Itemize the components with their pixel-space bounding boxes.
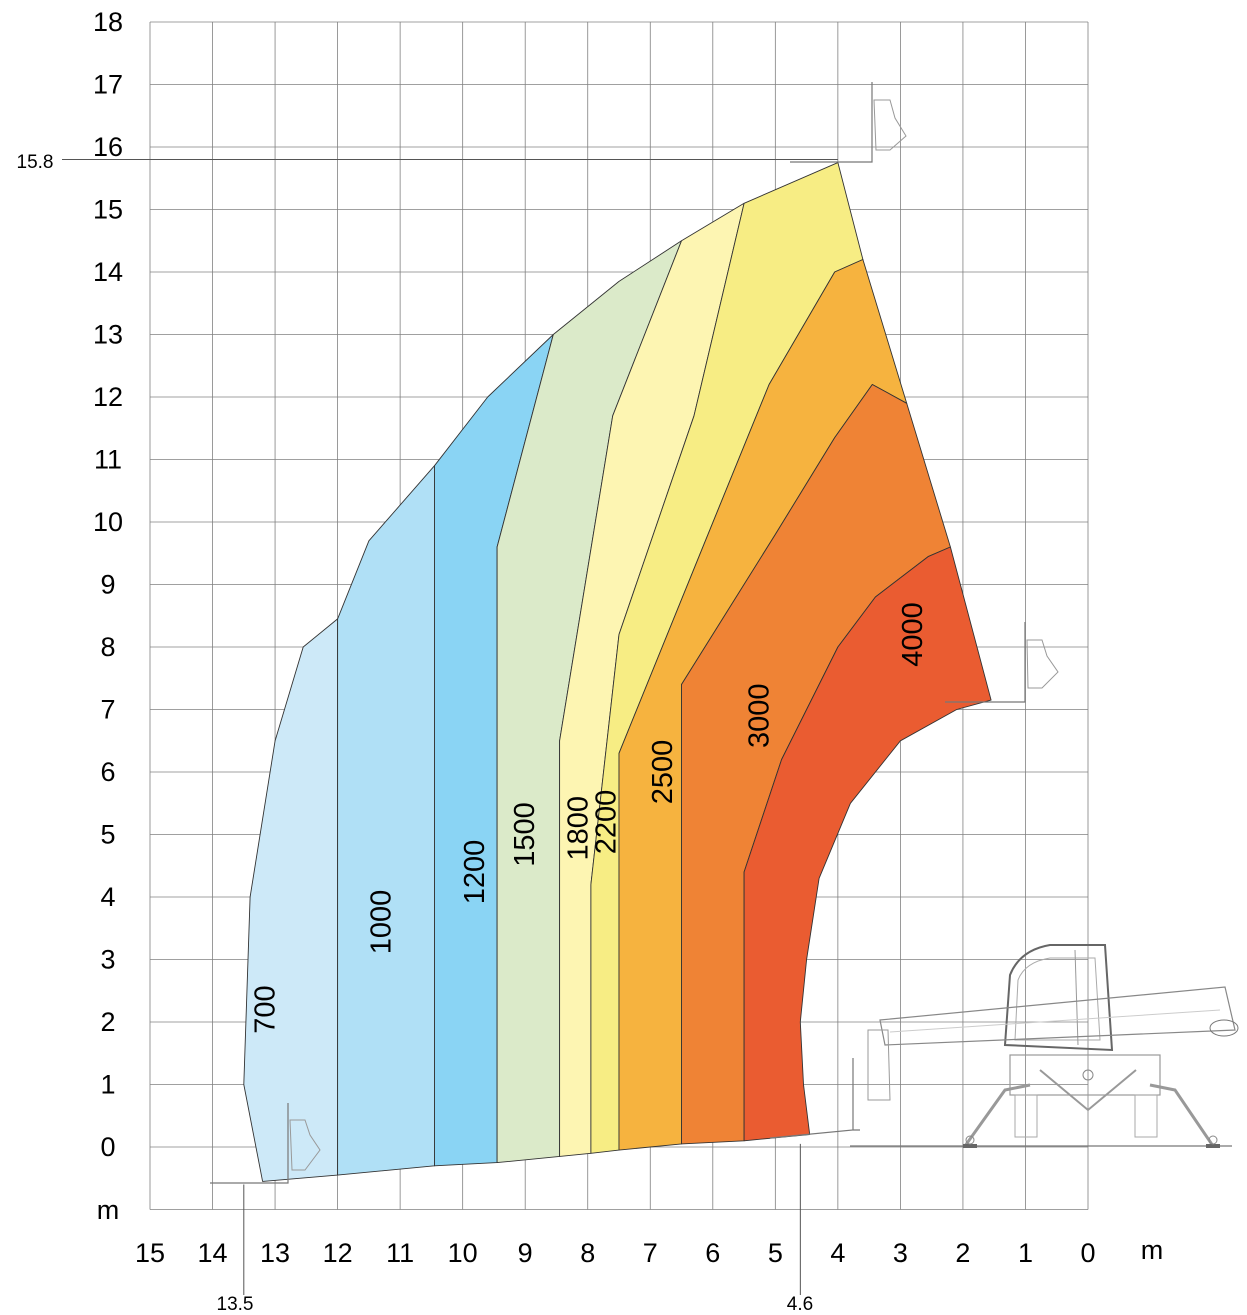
x-tick-label: 11 (386, 1238, 414, 1268)
zone-label-3000: 3000 (744, 683, 776, 748)
zone-700 (243, 618, 339, 1182)
y-tick-label: 9 (100, 570, 115, 600)
ground-reach-marker-label: 4.6 (787, 1294, 813, 1315)
x-tick-label: 4 (830, 1238, 845, 1268)
y-tick-label: 2 (100, 1007, 115, 1037)
x-tick-label: 5 (768, 1238, 783, 1268)
x-tick-label: 12 (323, 1238, 353, 1268)
x-tick-label: 6 (705, 1238, 720, 1268)
zone-1000 (337, 465, 435, 1176)
zone-label-2200: 2200 (590, 790, 622, 855)
y-tick-label: 16 (93, 132, 123, 162)
x-tick-label: 14 (198, 1238, 228, 1268)
x-tick-label: 10 (448, 1238, 478, 1268)
marker-lines (62, 159, 838, 1295)
y-tick-label: 7 (100, 695, 115, 725)
zone-label-4000: 4000 (897, 602, 929, 667)
y-tick-label: 10 (93, 507, 123, 537)
y-tick-label: 1 (100, 1070, 115, 1100)
y-tick-label: 13 (93, 320, 123, 350)
zone-label-1000: 1000 (365, 890, 397, 955)
y-axis-unit: m (97, 1195, 120, 1225)
telehandler-illustration (769, 944, 1239, 1148)
zone-label-1500: 1500 (509, 802, 541, 867)
y-tick-label: 17 (93, 70, 123, 100)
zone-label-1200: 1200 (459, 840, 491, 905)
y-tick-label: 0 (100, 1132, 115, 1162)
x-axis-unit: m (1141, 1235, 1164, 1265)
y-tick-label: 15 (93, 195, 123, 225)
x-tick-label: 15 (135, 1238, 165, 1268)
load-zones (243, 162, 992, 1182)
x-tick-label: 2 (955, 1238, 970, 1268)
zone-label-2500: 2500 (647, 740, 679, 805)
y-tick-label: 12 (93, 382, 123, 412)
fork-icons (210, 82, 1059, 1184)
y-tick-label: 6 (100, 757, 115, 787)
x-tick-label: 13 (260, 1238, 290, 1268)
x-tick-label: 0 (1080, 1238, 1095, 1268)
zone-4000 (743, 546, 992, 1142)
y-tick-label: 14 (93, 257, 123, 287)
y-tick-label: 11 (94, 445, 122, 475)
max-reach-marker-label: 13.5 (217, 1294, 254, 1315)
y-tick-label: 18 (93, 7, 123, 37)
x-tick-label: 8 (580, 1238, 595, 1268)
x-tick-label: 1 (1018, 1238, 1033, 1268)
zone-label-1800: 1800 (562, 796, 594, 861)
y-tick-label: 5 (100, 820, 115, 850)
x-tick-label: 3 (893, 1238, 908, 1268)
x-tick-label: 7 (643, 1238, 658, 1268)
y-tick-label: 3 (100, 945, 115, 975)
x-tick-label: 9 (518, 1238, 533, 1268)
x-axis-ticks: 15 14 13 12 11 10 9 8 7 6 5 4 3 2 1 0 (135, 1238, 1096, 1268)
zone-label-700: 700 (250, 985, 282, 1033)
y-tick-label: 8 (100, 632, 115, 662)
max-height-marker-label: 15.8 (17, 152, 54, 173)
y-tick-label: 4 (100, 882, 115, 912)
